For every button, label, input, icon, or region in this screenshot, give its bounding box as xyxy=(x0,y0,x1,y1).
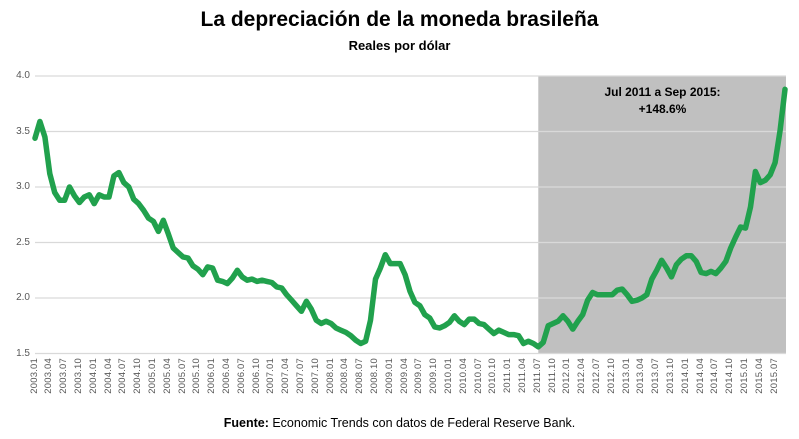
x-tick-label: 2008.01 xyxy=(324,358,336,394)
x-tick-label: 2004.01 xyxy=(87,358,99,394)
x-tick-label: 2011.04 xyxy=(516,358,528,394)
x-tick-label: 2003.10 xyxy=(72,358,84,394)
x-tick-label: 2014.07 xyxy=(709,358,721,394)
x-tick-label: 2011.07 xyxy=(531,358,543,394)
x-tick-label: 2009.01 xyxy=(383,358,395,394)
x-tick-label: 2013.07 xyxy=(650,358,662,394)
x-tick-label: 2003.04 xyxy=(43,358,55,394)
annotation-percentage: +148.6% xyxy=(638,102,687,116)
x-tick-label: 2006.10 xyxy=(250,358,262,394)
x-tick-label: 2010.01 xyxy=(442,358,454,394)
x-tick-label: 2013.01 xyxy=(620,358,632,394)
highlight-region xyxy=(538,76,786,354)
x-tick-label: 2010.10 xyxy=(487,358,499,394)
x-tick-label: 2005.07 xyxy=(176,358,188,394)
x-tick-label: 2006.04 xyxy=(220,358,232,394)
x-tick-label: 2012.07 xyxy=(591,358,602,394)
x-tick-label: 2007.07 xyxy=(294,358,306,394)
x-tick-label: 2011.10 xyxy=(546,358,558,394)
x-tick-label: 2008.04 xyxy=(339,358,351,394)
x-tick-label: 2007.10 xyxy=(309,358,321,394)
source-note: Fuente: Economic Trends con datos de Fed… xyxy=(0,416,799,430)
y-tick-label: 2.5 xyxy=(16,236,30,248)
shaded-region-annotation: Jul 2011 a Sep 2015: +148.6% xyxy=(539,84,786,118)
x-tick-label: 2006.01 xyxy=(206,358,218,394)
x-tick-label: 2014.04 xyxy=(694,358,706,394)
x-tick-label: 2012.04 xyxy=(576,358,588,394)
x-tick-label: 2006.07 xyxy=(235,358,247,394)
y-tick-label: 3.0 xyxy=(16,181,30,192)
x-tick-label: 2015.04 xyxy=(753,358,765,394)
x-tick-label: 2008.10 xyxy=(368,358,380,394)
x-tick-label: 2009.04 xyxy=(398,358,410,394)
x-tick-label: 2008.07 xyxy=(354,358,366,394)
x-tick-label: 2011.01 xyxy=(502,358,514,394)
x-tick-label: 2009.07 xyxy=(413,358,425,394)
x-tick-label: 2003.01 xyxy=(28,358,40,394)
x-tick-label: 2003.07 xyxy=(58,358,70,394)
x-tick-label: 2005.01 xyxy=(146,358,158,394)
x-tick-label: 2007.01 xyxy=(265,358,277,394)
x-tick-label: 2013.10 xyxy=(665,358,676,394)
x-tick-label: 2010.07 xyxy=(472,358,484,394)
x-tick-label: 2004.10 xyxy=(132,358,144,394)
x-tick-label: 2004.04 xyxy=(102,358,114,394)
y-tick-label: 1.5 xyxy=(16,347,30,359)
annotation-period: Jul 2011 a Sep 2015: xyxy=(604,85,721,99)
x-tick-label: 2013.04 xyxy=(635,358,647,394)
x-tick-label: 2010.04 xyxy=(457,358,469,394)
x-tick-label: 2007.04 xyxy=(280,358,292,394)
x-tick-label: 2015.07 xyxy=(768,358,780,394)
y-tick-label: 3.5 xyxy=(16,125,30,137)
x-tick-label: 2014.01 xyxy=(679,358,691,394)
source-text: Economic Trends con datos de Federal Res… xyxy=(268,416,576,430)
x-tick-label: 2009.10 xyxy=(428,358,440,394)
series-line xyxy=(32,86,788,350)
chart-subtitle: Reales por dólar xyxy=(348,38,451,53)
y-tick-label: 2.0 xyxy=(16,292,30,303)
x-tick-label: 2012.01 xyxy=(561,358,573,394)
x-tick-label: 2004.07 xyxy=(117,358,129,394)
x-tick-label: 2015.01 xyxy=(739,358,751,394)
source-label: Fuente: xyxy=(223,416,269,430)
y-tick-label: 4.0 xyxy=(16,70,30,81)
x-tick-label: 2012.10 xyxy=(605,358,617,394)
x-tick-label: 2005.10 xyxy=(191,358,203,394)
x-tick-label: 2014.10 xyxy=(724,358,736,394)
x-tick-label: 2005.04 xyxy=(161,358,173,394)
chart-title: La depreciación de la moneda brasileña xyxy=(200,8,599,31)
